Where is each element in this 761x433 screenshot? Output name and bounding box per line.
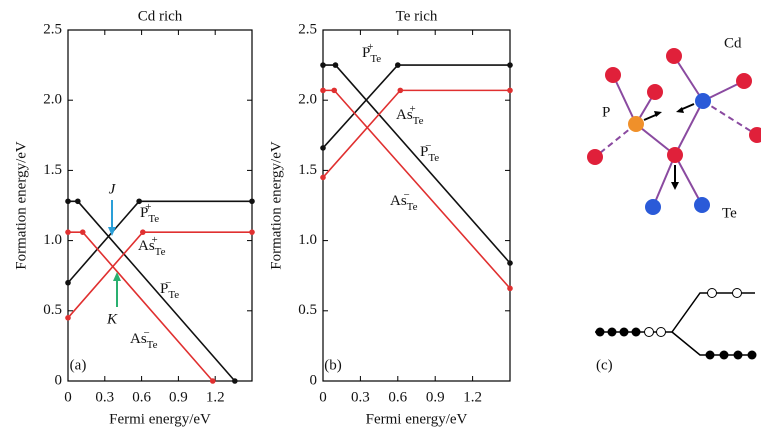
data-point [65, 198, 71, 204]
series-line [323, 65, 510, 263]
series-sup: − [165, 277, 171, 289]
data-point [320, 88, 326, 94]
y-tick-label: 0 [310, 372, 318, 388]
x-tick-label: 0.3 [95, 389, 114, 405]
y-tick-label: 2.0 [298, 92, 317, 108]
data-point [507, 88, 513, 94]
series-label: AsTe+ [138, 234, 166, 258]
series-line [323, 65, 510, 148]
y-tick-label: 1.0 [43, 232, 62, 248]
series-sup: − [425, 140, 431, 152]
y-tick-label: 1.0 [298, 232, 317, 248]
series-sub: Te [407, 201, 418, 213]
x-tick-label: 0.3 [351, 389, 370, 405]
series-sup: + [410, 103, 416, 115]
series-line [68, 201, 252, 282]
data-point [320, 62, 326, 68]
data-point [65, 315, 71, 321]
x-tick-label: 0 [64, 389, 72, 405]
x-tick-label: 0.9 [426, 389, 445, 405]
series-line [68, 232, 213, 381]
structure-diagram: P Cd Te (c) [587, 35, 761, 373]
atom-label: Cd [724, 35, 742, 51]
x-tick-label: 0.6 [132, 389, 151, 405]
panel-label: (c) [596, 357, 613, 373]
annotation: K [106, 311, 118, 327]
data-point [507, 62, 513, 68]
series-sup: + [152, 234, 158, 246]
y-tick-label: 2.5 [298, 21, 317, 37]
data-point [320, 145, 326, 151]
x-tick-label: 0.9 [169, 389, 188, 405]
series-sup: + [367, 41, 373, 53]
x-tick-label: 0.6 [388, 389, 407, 405]
figure: P Cd Te (c) Cd rich Fermi energy/eV Format… [0, 0, 761, 433]
x-tick-label: 0 [319, 389, 327, 405]
chart-title: Cd rich [138, 8, 183, 24]
atom-label: P [602, 104, 610, 120]
data-point [136, 198, 142, 204]
data-point [395, 62, 401, 68]
series-label: PTe+ [140, 201, 159, 225]
x-axis-label: Fermi energy/eV [366, 411, 468, 427]
y-tick-label: 2.5 [43, 21, 62, 37]
series-line [323, 90, 510, 177]
data-point [140, 229, 146, 235]
x-tick-label: 1.2 [206, 389, 225, 405]
data-point [210, 378, 216, 384]
y-tick-label: 2.0 [43, 92, 62, 108]
y-tick-label: 0.5 [43, 302, 62, 318]
series-label: AsTe− [130, 327, 158, 351]
x-axis-label: Fermi energy/eV [109, 411, 211, 427]
series-sub: Te [428, 152, 439, 164]
data-point [80, 229, 86, 235]
data-point [75, 198, 81, 204]
data-point [65, 229, 71, 235]
series-sub: Te [147, 339, 158, 351]
plot-frame [68, 30, 252, 381]
series-sup: + [145, 201, 151, 213]
series-label: AsTe− [390, 189, 418, 213]
y-tick-label: 0.5 [298, 302, 317, 318]
series-sub: Te [370, 53, 381, 65]
annotation-arrow [113, 272, 121, 281]
series-sup: − [144, 327, 150, 339]
series-label: PTe+ [362, 41, 381, 65]
series-sub: Te [155, 246, 166, 258]
annotation: (a) [70, 357, 87, 373]
series-sub: Te [148, 213, 159, 225]
series-label: AsTe+ [396, 103, 424, 127]
data-point [331, 88, 337, 94]
data-point [232, 378, 238, 384]
x-tick-label: 1.2 [463, 389, 482, 405]
data-point [333, 62, 339, 68]
data-point [249, 198, 255, 204]
data-point [249, 229, 255, 235]
series-label: PTe− [420, 140, 439, 164]
data-point [397, 88, 403, 94]
y-tick-label: 0 [55, 372, 63, 388]
y-axis-label: Formation energy/eV [268, 141, 284, 270]
series-sup: − [404, 189, 410, 201]
series-line [68, 201, 235, 381]
data-point [507, 260, 513, 266]
series-sub: Te [168, 289, 179, 301]
annotation: (b) [324, 357, 342, 373]
y-axis-label: Formation energy/eV [13, 141, 29, 270]
chart-title: Te rich [396, 8, 438, 24]
series-sub: Te [413, 115, 424, 127]
atom-label: Te [722, 205, 737, 221]
annotation: J [109, 181, 117, 197]
data-point [320, 175, 326, 181]
y-tick-label: 1.5 [298, 162, 317, 178]
series-label: PTe− [160, 277, 179, 301]
y-tick-label: 1.5 [43, 162, 62, 178]
page: {"chart_data": [ {"type": "line", "title… [0, 0, 761, 433]
data-point [65, 280, 71, 286]
data-point [507, 286, 513, 292]
